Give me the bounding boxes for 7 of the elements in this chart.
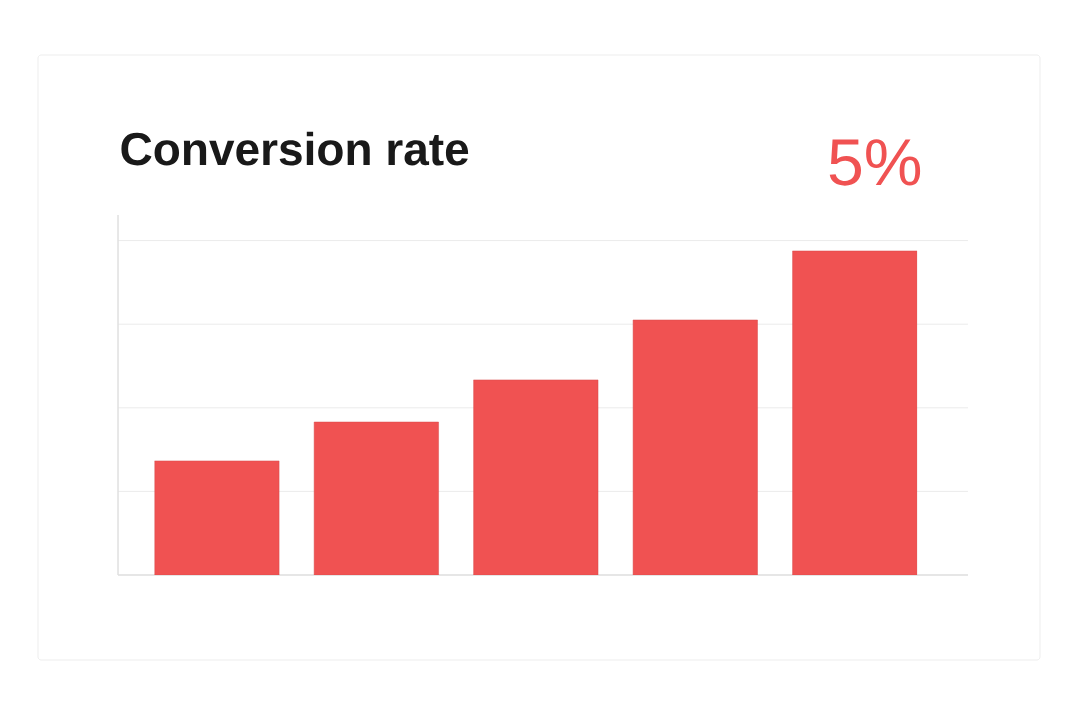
bar [154, 460, 280, 575]
chart-title: Conversion rate [121, 131, 469, 166]
bar [792, 250, 918, 575]
text: 5% [829, 139, 921, 186]
bar [313, 421, 439, 575]
bar [473, 379, 599, 575]
bar [632, 319, 758, 575]
